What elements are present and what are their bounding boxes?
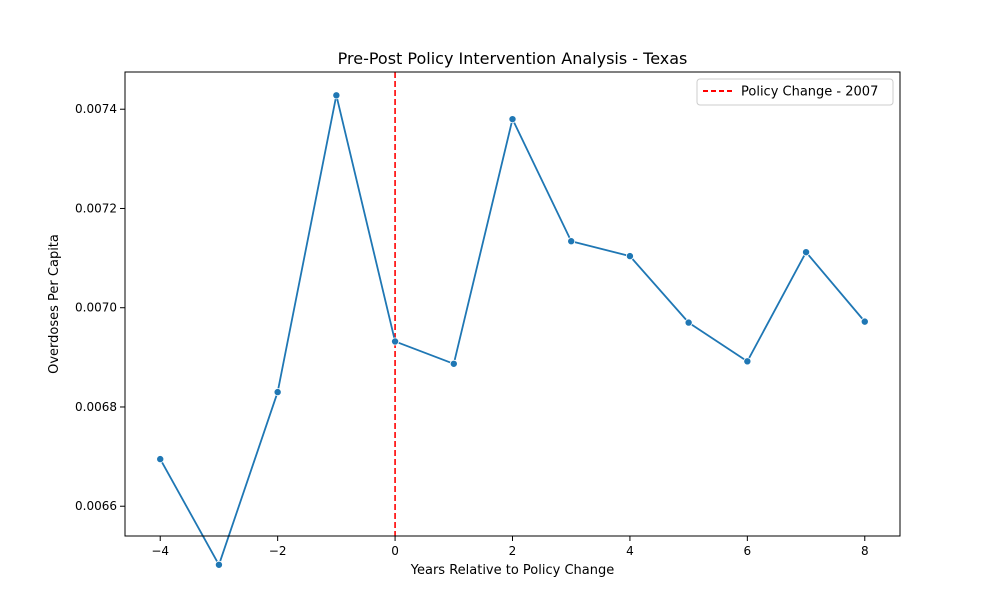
plot-area	[156, 72, 869, 569]
x-tick-label: 8	[861, 544, 869, 558]
legend: Policy Change - 2007	[696, 78, 894, 106]
x-tick-label: 4	[626, 544, 634, 558]
data-point	[332, 91, 341, 100]
y-tick-label: 0.0068	[75, 400, 117, 414]
data-point	[743, 357, 752, 366]
data-point	[567, 237, 576, 246]
y-tick-label: 0.0074	[75, 102, 117, 116]
data-point	[625, 252, 634, 261]
chart-title: Pre-Post Policy Intervention Analysis - …	[338, 49, 688, 68]
y-tick-label: 0.0070	[75, 301, 117, 315]
x-tick-label: 0	[391, 544, 399, 558]
legend-frame	[696, 78, 894, 106]
data-point	[802, 248, 811, 257]
y-tick-label: 0.0072	[75, 201, 117, 215]
data-point	[391, 337, 400, 346]
x-tick-label: 6	[744, 544, 752, 558]
x-tick-label: −4	[151, 544, 169, 558]
x-tick-label: −2	[269, 544, 287, 558]
data-point	[449, 359, 458, 368]
axes: −4 −2 0 2 4 6 8 0.0066 0.0068 0.0070 0.0072 0.0074	[75, 71, 901, 558]
x-tick-label: 2	[509, 544, 517, 558]
data-point	[214, 560, 223, 569]
y-axis-title: Overdoses Per Capita	[47, 234, 62, 374]
y-tick-label: 0.0066	[75, 499, 117, 513]
data-point	[860, 317, 869, 326]
x-axis-title: Years Relative to Policy Change	[410, 563, 614, 578]
data-point	[273, 388, 282, 397]
data-point	[156, 455, 165, 464]
data-point	[508, 115, 517, 124]
legend-label-policy-change: Policy Change - 2007	[741, 85, 878, 100]
data-point	[684, 318, 693, 327]
